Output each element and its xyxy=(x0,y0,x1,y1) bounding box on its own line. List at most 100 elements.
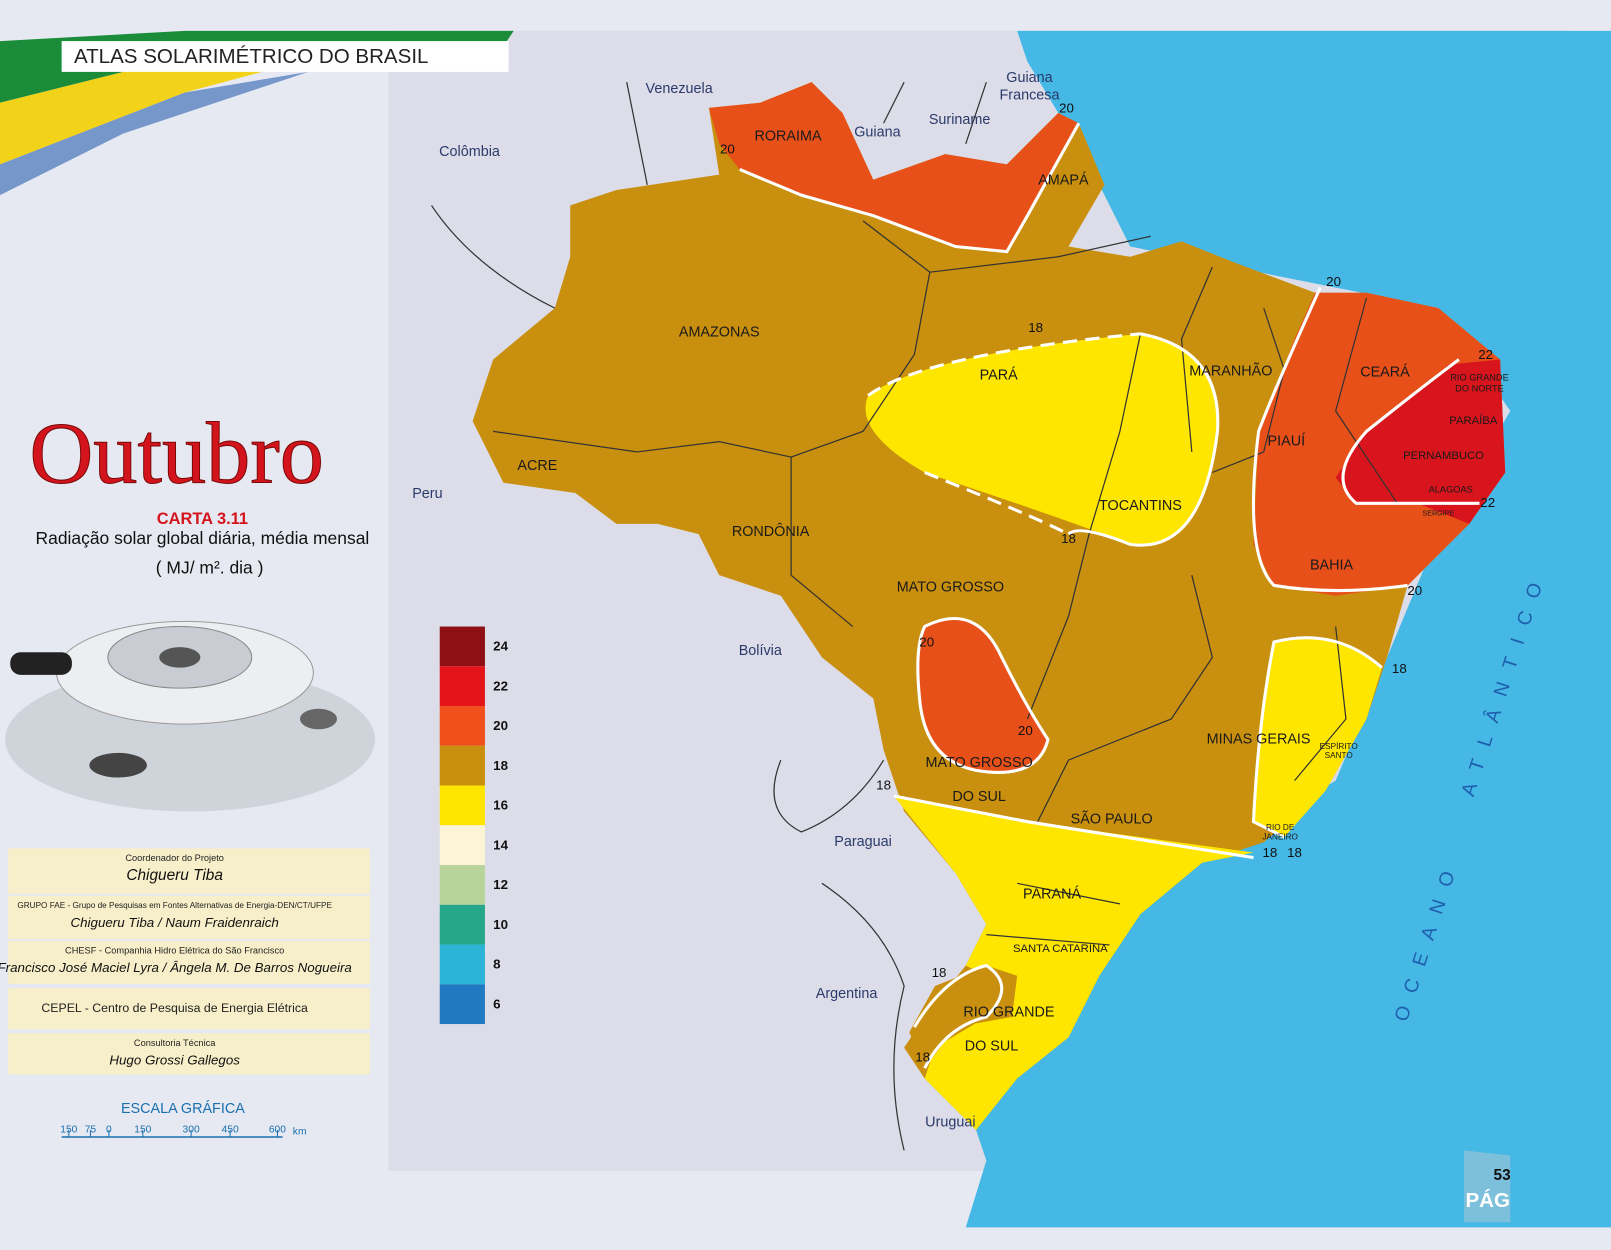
legend-swatch xyxy=(439,785,485,826)
flag-stripe xyxy=(0,51,340,165)
credit-names: Chigueru Tiba / Naum Fraidenraich xyxy=(70,915,278,930)
legend-label: 6 xyxy=(493,996,500,1011)
scale-tick-label: 300 xyxy=(183,1125,200,1136)
isoline-label: 18 xyxy=(1061,531,1076,546)
credit-role: Consultoria Técnica xyxy=(134,1038,216,1048)
map-title: Outubro xyxy=(29,404,323,502)
scale-title: ESCALA GRÁFICA xyxy=(121,1100,245,1117)
boundaries xyxy=(431,81,1398,1151)
legend-label: 24 xyxy=(493,639,508,654)
credits: Coordenador do Projeto Chigueru Tiba GRUPO… xyxy=(0,848,370,1138)
state-label: MARANHÃO xyxy=(1189,363,1272,380)
units: ( MJ/ m². dia ) xyxy=(156,558,264,578)
legend-label: 20 xyxy=(493,718,508,733)
country-label: Suriname xyxy=(929,112,991,128)
country-label: Bolívia xyxy=(739,643,782,659)
legend-label: 8 xyxy=(493,957,501,972)
legend-label: 12 xyxy=(493,877,508,892)
state-label: RIO DE xyxy=(1266,823,1295,832)
credit-role: GRUPO FAE - Grupo de Pesquisas em Fontes… xyxy=(17,901,332,910)
subtitle: Radiação solar global diária, média mens… xyxy=(36,528,370,548)
state-label: PARANÁ xyxy=(1023,885,1081,902)
brazil xyxy=(472,82,1506,1130)
state-label: ESPÍRITO xyxy=(1320,741,1358,751)
zone-16 xyxy=(1253,637,1382,838)
country-label: Argentina xyxy=(816,986,878,1002)
scale-tick-label: 0 xyxy=(106,1125,112,1136)
state-label: DO SUL xyxy=(952,789,1006,805)
state-label: SERGIPE xyxy=(1422,508,1454,517)
isolines xyxy=(739,122,1480,1069)
legend-label: 14 xyxy=(493,837,508,852)
header-title: ATLAS SOLARIMÉTRICO DO BRASIL xyxy=(74,45,428,68)
credit-box xyxy=(8,895,370,939)
country-label: Uruguai xyxy=(925,1114,975,1130)
country-label: Paraguai xyxy=(834,834,892,850)
isoline-label: 20 xyxy=(720,141,735,156)
legend-label: 16 xyxy=(493,798,508,813)
legend-swatch xyxy=(439,745,485,786)
state-label: TOCANTINS xyxy=(1099,498,1182,514)
isoline-label: 22 xyxy=(1478,347,1493,362)
zone-20 xyxy=(917,618,1048,773)
state-label: PIAUÍ xyxy=(1268,432,1306,449)
isoline-label: 18 xyxy=(1392,661,1407,676)
isoline-label: 20 xyxy=(1407,583,1422,598)
state-label: SANTA CATARINA xyxy=(1013,943,1108,955)
state-label: ACRE xyxy=(517,458,557,474)
scale-tick-label: 150 xyxy=(134,1125,151,1136)
credit-box xyxy=(8,988,370,1030)
header-box xyxy=(61,41,509,72)
state-label: RORAIMA xyxy=(754,128,822,144)
isoline-label: 18 xyxy=(876,777,891,792)
legend-label: 22 xyxy=(493,678,508,693)
credit-names: Hugo Grossi Gallegos xyxy=(109,1053,240,1068)
state-label: MATO GROSSO xyxy=(925,755,1032,771)
scale-tick-label: 150 xyxy=(60,1125,77,1136)
country-label: Peru xyxy=(412,486,442,502)
legend-swatch xyxy=(439,944,485,985)
country-label: Francesa xyxy=(1000,87,1060,103)
zone-18 xyxy=(909,965,1018,1069)
state-label: BAHIA xyxy=(1310,558,1354,574)
isoline-label: 20 xyxy=(1018,723,1033,738)
credit-names: Francisco José Maciel Lyra / Ângela M. D… xyxy=(0,960,352,975)
legend-swatch xyxy=(439,865,485,905)
legend-swatch xyxy=(439,904,485,945)
zone-20 xyxy=(708,82,1079,252)
state-label: ALAGOAS xyxy=(1429,484,1473,494)
state-label: RONDÔNIA xyxy=(732,523,810,540)
credit-role: CEPEL - Centro de Pesquisa de Energia El… xyxy=(41,1001,308,1015)
country-label: Guiana xyxy=(854,124,900,140)
legend: 24 22 20 18 16 14 12 10 8 6 xyxy=(439,626,509,1025)
scale-tick-label: 450 xyxy=(222,1125,239,1136)
country-label: Venezuela xyxy=(646,81,713,97)
legend-swatch xyxy=(439,706,485,746)
zone-22 xyxy=(1335,359,1506,524)
country-label: Guiana xyxy=(1006,70,1052,86)
isoline-label: 18 xyxy=(1262,845,1277,860)
state-label: DO NORTE xyxy=(1455,384,1504,394)
isoline-label: 18 xyxy=(1028,320,1043,335)
isoline-label: 20 xyxy=(1326,274,1341,289)
state-label: MINAS GERAIS xyxy=(1207,731,1311,747)
scale-unit: km xyxy=(293,1127,307,1138)
page-label: PÁG xyxy=(1465,1189,1510,1212)
state-label: AMAPÁ xyxy=(1038,172,1089,189)
isoline-label: 18 xyxy=(915,1049,930,1064)
isoline-label: 22 xyxy=(1480,495,1495,510)
scale-tick-label: 600 xyxy=(269,1125,286,1136)
isoline-label: 20 xyxy=(919,635,934,650)
state-label: PARAÍBA xyxy=(1449,414,1498,427)
isoline-label: 20 xyxy=(1059,100,1074,115)
credit-box xyxy=(8,1033,370,1075)
scale-tick-label: 75 xyxy=(85,1125,97,1136)
state-label: CEARÁ xyxy=(1360,364,1410,381)
state-label: JANEIRO xyxy=(1262,832,1298,841)
credit-box xyxy=(8,848,370,894)
legend-swatch xyxy=(439,666,485,707)
credit-box xyxy=(8,940,370,984)
legend-swatch xyxy=(439,626,485,667)
